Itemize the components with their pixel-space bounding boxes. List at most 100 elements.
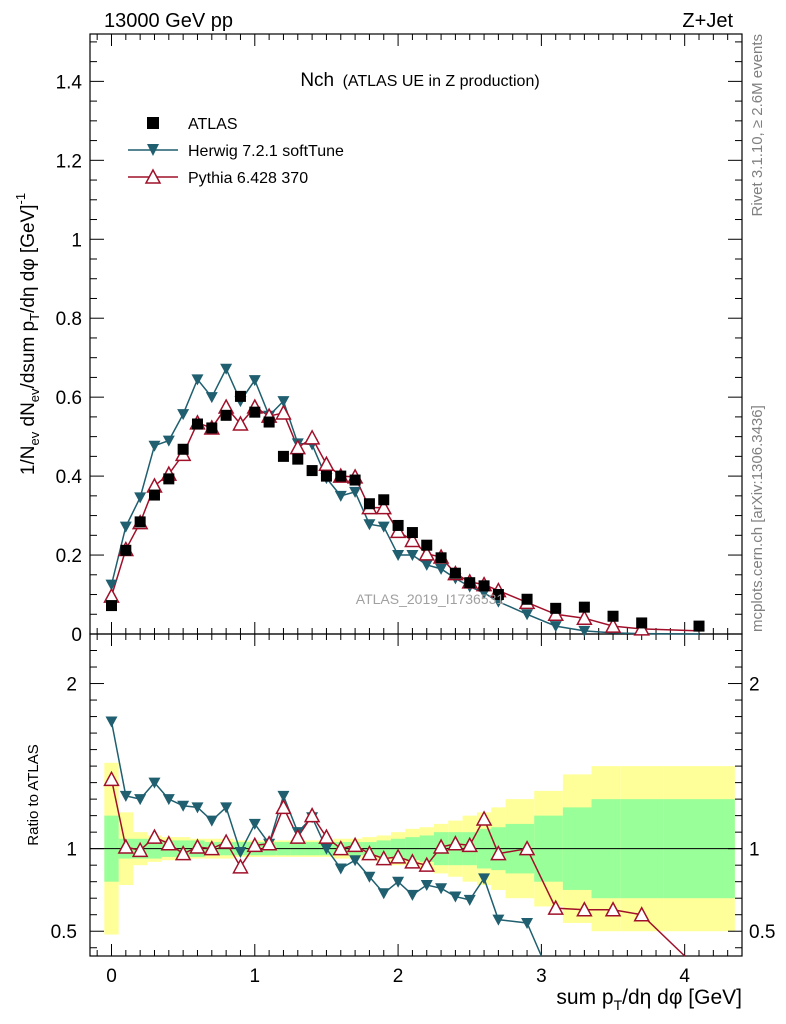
herwig-point (363, 519, 376, 531)
pythia-point (289, 439, 307, 455)
ratio-herwig-point (363, 871, 376, 883)
atlas-point (177, 443, 189, 455)
atlas-point (607, 610, 619, 622)
ratio-pythia-point (189, 838, 206, 854)
atlas-point (349, 474, 361, 486)
ratio-herwig-point (334, 863, 347, 875)
pythia-point (232, 415, 249, 431)
ratio-herwig-point (248, 818, 261, 830)
ratio-herwig-point (463, 894, 476, 906)
main-y-tick-label: 0.6 (56, 388, 82, 409)
herwig-point (105, 579, 118, 591)
atlas-point (234, 390, 246, 402)
atlas-point (249, 406, 261, 418)
atlas-point (220, 409, 232, 421)
ratio-pythia-point (217, 833, 235, 849)
ratio-herwig-point (420, 879, 433, 891)
pythia-point (375, 499, 393, 515)
ratio-pythia-point (289, 828, 307, 844)
main-y-tick-label: 1 (71, 230, 82, 251)
herwig-line (110, 366, 700, 635)
header-process: Z+Jet (682, 10, 733, 32)
ratio-pythia-point (203, 840, 221, 856)
ratio-herwig-point (406, 889, 419, 901)
ratio-herwig-point (492, 914, 505, 926)
ratio-herwig-point (478, 873, 491, 885)
atlas-point (693, 620, 705, 632)
atlas-point (120, 544, 132, 556)
ratio-herwig-point (320, 843, 333, 855)
ratio-pythia-point (232, 858, 249, 874)
main-y-tick-label: 0.8 (56, 309, 82, 330)
herwig-point (392, 550, 405, 562)
ratio-pythia-point (346, 836, 364, 853)
rivet-version-label: Rivet 3.1.10, ≥ 2.6M events (749, 34, 766, 217)
ratio-pythia-point (303, 807, 321, 823)
ratio-pythia-point (318, 828, 335, 844)
ratio-herwig-point (377, 888, 390, 900)
ratio-pythia-point (103, 770, 120, 787)
ratio-herwig-point (220, 802, 233, 814)
ratio-pythia-point (432, 838, 450, 854)
ratio-herwig-point (191, 802, 204, 814)
herwig-point (134, 492, 147, 504)
ratio-herwig-point (392, 876, 405, 888)
atlas-point (148, 489, 160, 501)
ratio-y-tick-label-left: 0.5 (51, 922, 77, 943)
main-y-tick-label: 1.4 (56, 72, 83, 93)
ratio-pythia-point (475, 810, 493, 826)
pythia-point (576, 609, 593, 625)
ratio-pythia-point (246, 836, 264, 853)
main-y-tick-label: 0.4 (56, 467, 83, 488)
ratio-herwig-point (148, 777, 161, 789)
ratio-pythia-point (633, 906, 650, 922)
herwig-point (248, 375, 261, 387)
ratio-pythia-point (146, 828, 163, 844)
ratio-pythia-point (604, 901, 622, 917)
herwig-point (334, 490, 347, 502)
ratio-pythia-point (389, 848, 407, 864)
atlas-point (464, 577, 476, 589)
legend-pythia-label: Pythia 6.428 370 (188, 170, 308, 187)
herwig-point (578, 625, 591, 637)
atlas-point (492, 589, 504, 601)
herwig-point (406, 550, 419, 562)
ratio-herwig-point (234, 846, 247, 858)
ratio-pythia-point (576, 901, 593, 917)
legend-atlas-marker (147, 117, 159, 129)
main-y-axis-label: 1/Nev dNev/dsum pT/dη dφ [GeV]-1 (13, 193, 42, 475)
ratio-pythia-point (418, 856, 436, 872)
atlas-point (320, 470, 332, 482)
ratio-herwig-point (349, 855, 362, 867)
atlas-point (105, 600, 117, 612)
ratio-pythia-point (160, 835, 178, 851)
ratio-pythia-point (332, 840, 350, 856)
herwig-point (119, 521, 132, 533)
ratio-pythia-point (490, 845, 507, 861)
header-energy: 13000 GeV pp (104, 10, 233, 32)
ratio-herwig-point (134, 794, 147, 806)
atlas-point (191, 418, 203, 430)
pythia-point (275, 404, 292, 420)
analysis-watermark: ATLAS_2019_I1736531 (356, 591, 505, 607)
herwig-point (177, 409, 190, 421)
atlas-point (550, 602, 562, 614)
ratio-pythia-point (275, 798, 292, 815)
ratio-pythia-point (260, 835, 278, 851)
atlas-point (521, 593, 533, 605)
ratio-y-tick-label-left: 1 (66, 840, 77, 861)
ratio-pythia-point (117, 838, 135, 854)
ratio-pythia-point (131, 841, 149, 858)
herwig-point (205, 392, 218, 404)
ratio-y-axis-label: Ratio to ATLAS (25, 744, 42, 845)
ratio-y-tick-label-left: 2 (66, 675, 77, 696)
x-tick-label: 2 (393, 966, 404, 987)
herwig-point (549, 621, 562, 633)
herwig-point (349, 486, 362, 498)
herwig-point (162, 435, 175, 447)
ratio-pythia-point (404, 853, 421, 869)
ratio-pythia-point (375, 849, 393, 866)
atlas-point (277, 450, 289, 462)
atlas-point (578, 601, 590, 613)
plot-title: Nch (ATLAS UE in Z production) (300, 70, 539, 91)
